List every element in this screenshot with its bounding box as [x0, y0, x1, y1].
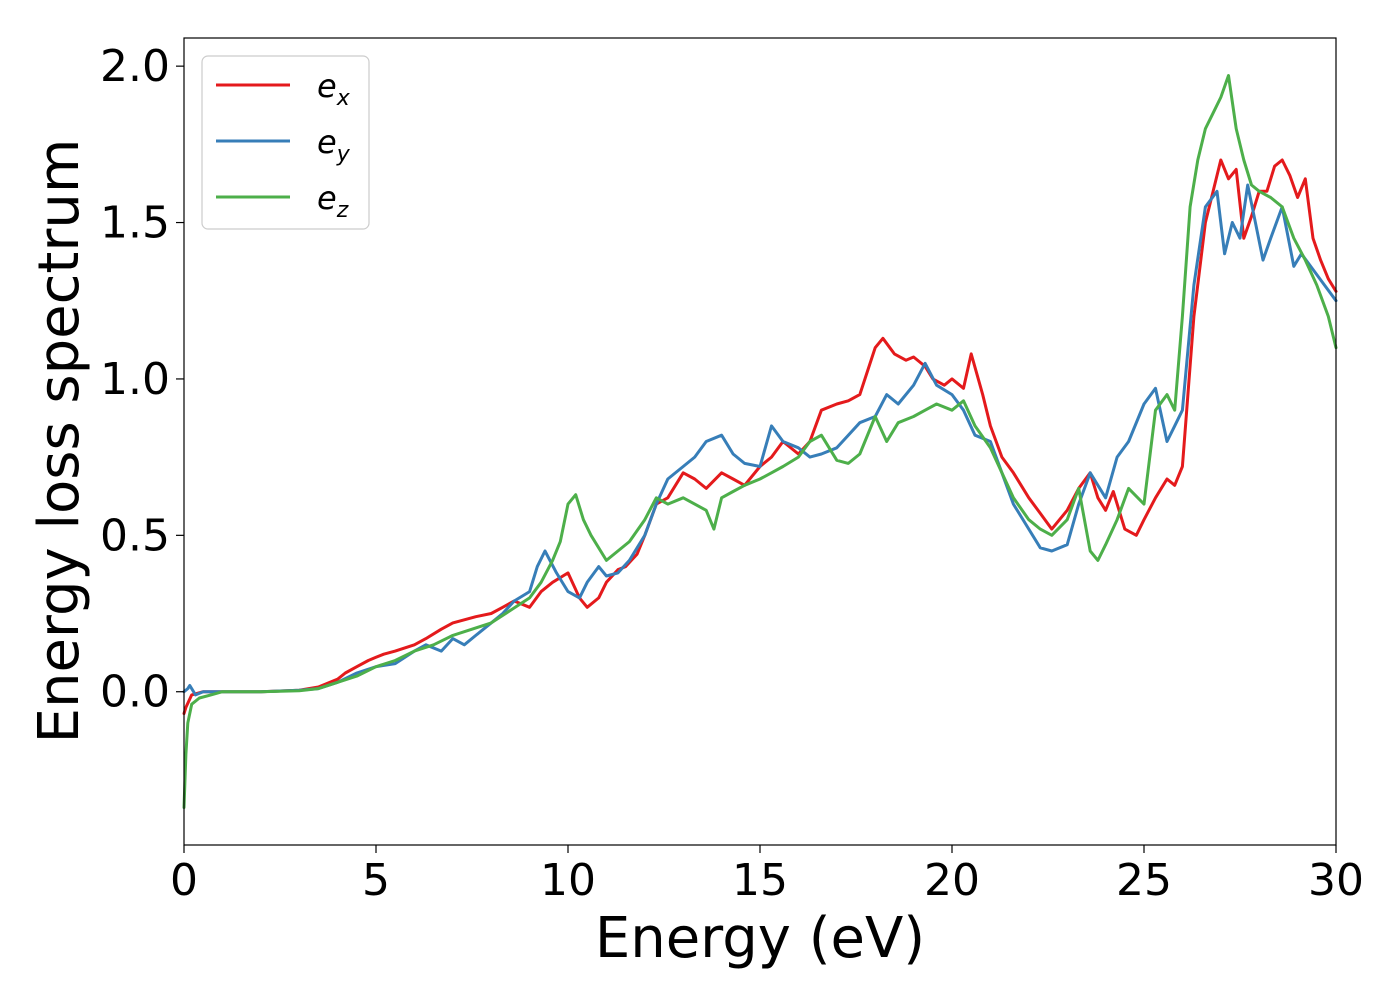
series-line-y	[182, 183, 1338, 697]
y-axis-title: Energy loss spectrum	[27, 139, 92, 744]
x-tick-label: 25	[1116, 855, 1172, 906]
series-line-z	[182, 74, 1338, 809]
x-tick-label: 10	[540, 855, 596, 906]
x-tick-label: 5	[362, 855, 390, 906]
series-layer	[182, 74, 1338, 809]
y-tick-label: 1.5	[100, 198, 170, 249]
series-line-x	[182, 158, 1338, 716]
legend-label-x: ex	[317, 67, 351, 111]
x-tick-label: 20	[924, 855, 980, 906]
x-tick-label: 30	[1308, 855, 1364, 906]
y-tick-label: 2.0	[100, 41, 170, 92]
x-tick-label: 0	[170, 855, 198, 906]
x-axis-title: Energy (eV)	[595, 906, 925, 971]
x-tick-label: 15	[732, 855, 788, 906]
y-tick-label: 0.0	[100, 667, 170, 718]
tick-layer: 0 5 10 15 20 25 30 0.0 0.5 1.0 1.5 2.0	[100, 41, 1364, 906]
y-tick-label: 0.5	[100, 510, 170, 561]
y-tick-label: 1.0	[100, 354, 170, 405]
